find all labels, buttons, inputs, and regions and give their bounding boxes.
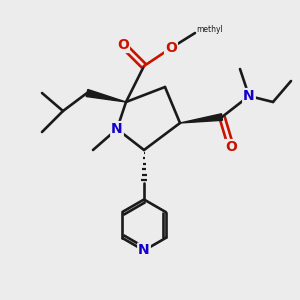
Text: O: O: [117, 38, 129, 52]
Text: N: N: [138, 244, 150, 257]
Text: methyl: methyl: [196, 26, 223, 34]
Polygon shape: [86, 89, 126, 102]
Text: O: O: [225, 140, 237, 154]
Polygon shape: [180, 114, 223, 123]
Text: N: N: [111, 122, 123, 136]
Text: N: N: [243, 89, 255, 103]
Text: O: O: [165, 41, 177, 55]
